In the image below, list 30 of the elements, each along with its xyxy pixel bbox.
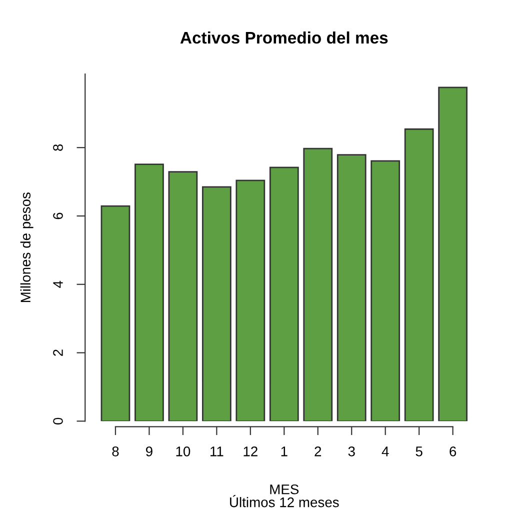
bar <box>100 205 130 422</box>
y-axis-title: Millones de pesos <box>20 192 34 302</box>
bar <box>370 160 400 422</box>
x-tick-label: 5 <box>416 446 422 456</box>
x-tick-label: 6 <box>450 446 456 456</box>
x-tick-label: 4 <box>382 446 389 456</box>
y-tick-label: 2 <box>53 350 63 356</box>
y-tick-label: 6 <box>53 212 63 220</box>
bar <box>168 171 198 422</box>
x-tick-label: 9 <box>146 446 152 456</box>
x-tick-label: 3 <box>348 446 355 456</box>
x-tick-label: 2 <box>314 446 322 456</box>
chart-title: Activos Promedio del mes <box>180 31 388 44</box>
x-tick-label: 1 <box>281 446 288 456</box>
bar <box>404 128 434 422</box>
x-tick-label: 10 <box>176 446 190 456</box>
bar <box>303 148 333 422</box>
y-tick-label: 4 <box>53 280 63 288</box>
bar <box>134 164 164 422</box>
x-axis-title: MES Últimos 12 meses <box>230 484 339 508</box>
x-tick-label: 12 <box>244 446 258 456</box>
x-tick-label: 8 <box>112 446 119 456</box>
bar <box>438 86 468 422</box>
bar <box>336 154 366 422</box>
y-tick-label: 8 <box>53 144 63 151</box>
bar <box>236 180 266 422</box>
y-tick-label: 0 <box>53 418 63 424</box>
x-tick-label: 11 <box>210 446 224 456</box>
bar <box>269 166 299 422</box>
bar <box>202 186 232 422</box>
